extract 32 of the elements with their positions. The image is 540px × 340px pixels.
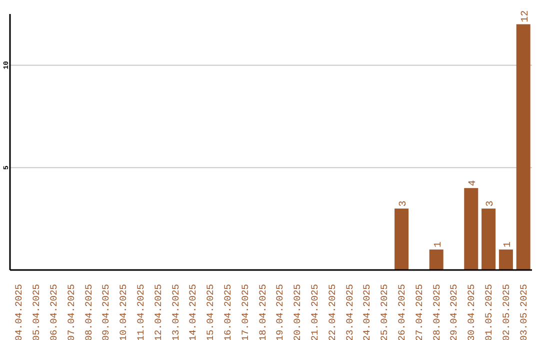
- data-label: 3: [398, 200, 410, 207]
- bar: [482, 208, 496, 270]
- bar: [516, 24, 530, 270]
- data-label: 1: [502, 242, 514, 248]
- x-tick-label: 17.04.2025: [240, 284, 251, 340]
- bar: [429, 250, 444, 270]
- bar: [464, 188, 478, 270]
- x-tick-label: 18.04.2025: [257, 284, 268, 340]
- x-tick-label: 13.04.2025: [170, 284, 182, 340]
- x-tick-label: 28.04.2025: [431, 284, 442, 340]
- x-tick-label: 29.04.2025: [448, 284, 460, 340]
- x-tick-label: 19.04.2025: [274, 284, 286, 340]
- x-tick-label: 16.04.2025: [222, 284, 234, 340]
- x-tick-label: 11.04.2025: [136, 284, 146, 340]
- x-tick-label: 22.04.2025: [326, 284, 338, 340]
- x-tick-label: 23.04.2025: [344, 284, 356, 340]
- x-tick-label: 21.04.2025: [310, 284, 320, 340]
- x-tick-label: 14.04.2025: [188, 284, 199, 340]
- x-tick-label: 15.04.2025: [205, 284, 216, 340]
- x-tick-label: 25.04.2025: [379, 284, 390, 340]
- data-label: 12: [520, 10, 532, 22]
- data-label: 1: [433, 242, 444, 248]
- data-label: 3: [486, 200, 497, 207]
- bar: [394, 208, 409, 270]
- x-tick-label: 24.04.2025: [362, 284, 373, 340]
- data-label: 4: [468, 180, 480, 186]
- x-tick-label: 12.04.2025: [152, 284, 164, 340]
- x-tick-label: 20.04.2025: [292, 284, 304, 340]
- x-tick-label: 10.04.2025: [118, 284, 130, 340]
- x-tick-label: 26.04.2025: [396, 284, 408, 340]
- x-tick-label: 27.04.2025: [414, 284, 425, 340]
- bar: [498, 250, 513, 270]
